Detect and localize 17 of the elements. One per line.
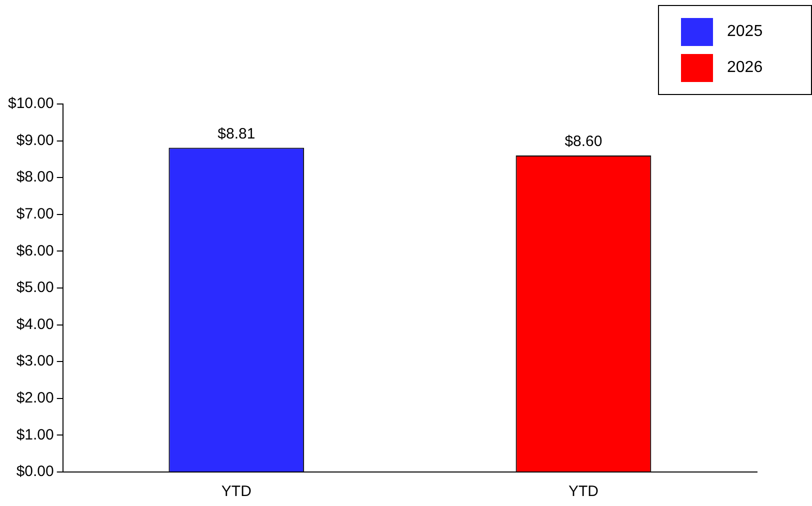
y-tick-label: $1.00 [16, 426, 54, 444]
y-tick-label: $2.00 [16, 390, 54, 407]
y-tick-label: $6.00 [16, 242, 54, 260]
y-tick-label: $0.00 [16, 463, 54, 480]
y-tick-label: $8.00 [16, 168, 54, 186]
y-tick-label: $4.00 [16, 316, 54, 333]
y-tick-label: $7.00 [16, 206, 54, 223]
x-tick-label: YTD [221, 483, 252, 500]
x-tick-label: YTD [568, 483, 599, 500]
y-tick-label: $5.00 [16, 279, 54, 296]
y-tick-label: $3.00 [16, 352, 54, 370]
legend-label: 2025 [727, 23, 763, 41]
y-tick-label: $9.00 [16, 132, 54, 149]
data-label: $8.60 [564, 133, 602, 150]
data-label: $8.81 [218, 125, 256, 142]
y-tick-label: $10.00 [8, 95, 54, 112]
legend-label: 2026 [727, 59, 763, 77]
